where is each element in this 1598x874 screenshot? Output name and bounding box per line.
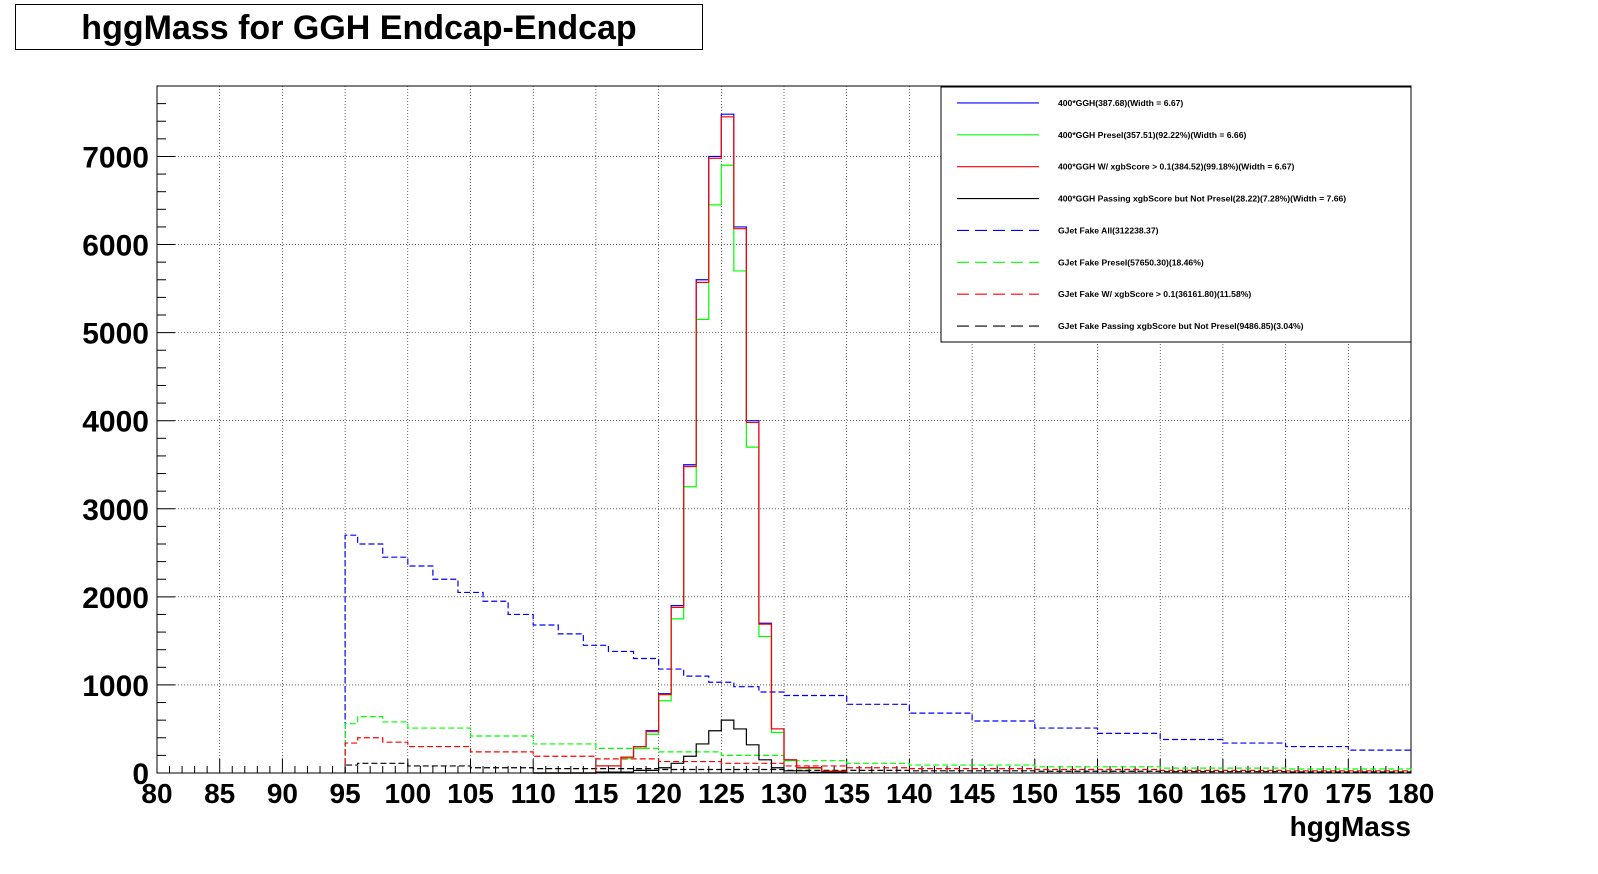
series-line-1 — [344, 534, 1412, 773]
x-tick-label: 80 — [141, 778, 172, 809]
x-tick-label: 120 — [635, 778, 682, 809]
y-tick-label: 0 — [132, 758, 149, 791]
series-line-3 — [344, 737, 1412, 773]
x-tick-label: 160 — [1137, 778, 1184, 809]
x-tick-label: 165 — [1200, 778, 1247, 809]
x-tick-label: 115 — [573, 778, 618, 809]
x-tick-label: 150 — [1011, 778, 1058, 809]
x-tick-label: 135 — [823, 778, 870, 809]
y-tick-label: 7000 — [82, 141, 149, 174]
legend-entry-label: 400*GGH Presel(357.51)(92.22%)(Width = 6… — [1058, 130, 1246, 140]
series-line-4 — [344, 762, 1412, 773]
series-line-8 — [533, 719, 848, 774]
series-line-5 — [533, 113, 848, 774]
y-tick-label: 3000 — [82, 494, 149, 527]
x-tick-label: 140 — [886, 778, 933, 809]
legend-entry-label: 400*GGH(387.68)(Width = 6.67) — [1058, 98, 1183, 108]
legend-entry-label: GJet Fake Passing xgbScore but Not Prese… — [1058, 321, 1304, 331]
x-tick-label: 170 — [1262, 778, 1309, 809]
series-group — [344, 113, 1412, 774]
legend-entry-label: 400*GGH Passing xgbScore but Not Presel(… — [1058, 194, 1346, 204]
x-tick-label: 130 — [761, 778, 808, 809]
series-line-6 — [533, 164, 848, 774]
chart-title-box: hggMass for GGH Endcap-Endcap — [15, 4, 703, 50]
legend-box — [940, 86, 1412, 343]
legend-entry-label: GJet Fake Presel(57650.30)(18.46%) — [1058, 257, 1204, 267]
x-tick-label: 155 — [1074, 778, 1121, 809]
x-tick-label: 105 — [447, 778, 494, 809]
x-tick-label: 180 — [1388, 778, 1435, 809]
x-tick-label: 125 — [698, 778, 745, 809]
legend-entry-label: GJet Fake W/ xgbScore > 0.1(36161.80)(11… — [1058, 289, 1251, 299]
legend-entry-label: GJet Fake All(312238.37) — [1058, 225, 1159, 235]
series-line-7 — [533, 116, 848, 774]
x-tick-label: 100 — [384, 778, 431, 809]
x-tick-label: 85 — [204, 778, 235, 809]
y-axis: 0 1000 2000 3000 4000 5000 6000 7000 — [82, 85, 175, 791]
y-tick-label: 5000 — [82, 318, 149, 351]
x-tick-label: 110 — [511, 778, 556, 809]
x-tick-label: 175 — [1325, 778, 1372, 809]
legend: 400*GGH(387.68)(Width = 6.67) 400*GGH Pre… — [940, 86, 1412, 343]
y-tick-label: 2000 — [82, 582, 149, 615]
y-tick-label: 1000 — [82, 670, 149, 703]
y-tick-label: 4000 — [82, 406, 149, 439]
chart-title: hggMass for GGH Endcap-Endcap — [81, 9, 637, 47]
x-tick-label: 145 — [949, 778, 996, 809]
x-axis-label: hggMass — [1290, 811, 1411, 842]
series-line-2 — [344, 716, 1412, 773]
x-tick-label: 95 — [330, 778, 361, 809]
y-tick-label: 6000 — [82, 230, 149, 263]
x-tick-label: 90 — [267, 778, 298, 809]
legend-entry-label: 400*GGH W/ xgbScore > 0.1(384.52)(99.18%… — [1058, 162, 1294, 172]
